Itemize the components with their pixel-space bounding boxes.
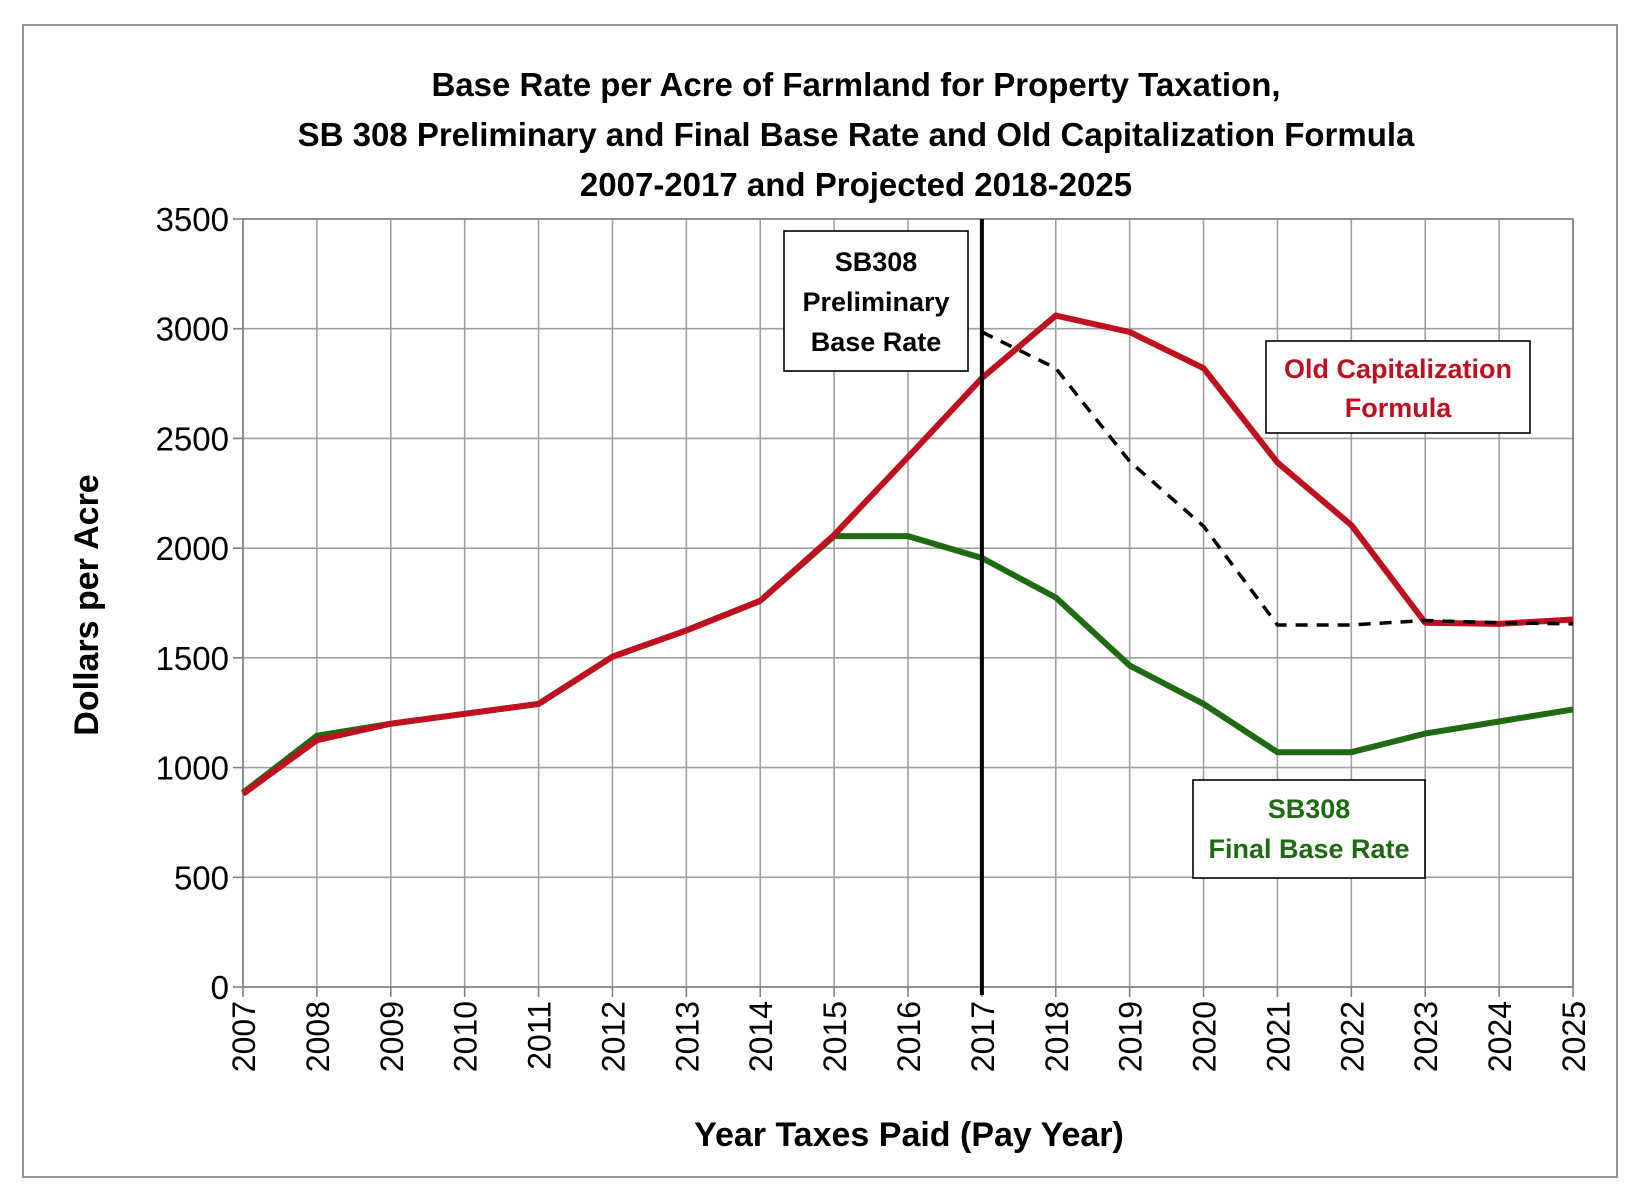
x-tick-label: 2012 xyxy=(595,1001,631,1072)
x-tick-label: 2022 xyxy=(1334,1001,1370,1072)
x-tick-label: 2008 xyxy=(300,1001,336,1072)
y-tick-label: 2000 xyxy=(156,530,229,567)
annotation-text: SB308 xyxy=(835,247,918,277)
axes: 0 500 1000 1500 2000 2500 3000 3500 2007 2008 2009… xyxy=(156,201,1592,1072)
annotation-box: SB308 Final Base Rate xyxy=(1192,779,1426,879)
series-line-sb308-preliminary-base-rate xyxy=(981,330,1574,627)
y-tick-label: 1000 xyxy=(156,750,229,787)
annotation-box: Old Capitalization Formula xyxy=(1265,340,1531,434)
x-tick-label: 2024 xyxy=(1482,1001,1518,1072)
annotation-border xyxy=(1265,340,1531,434)
x-tick-label: 2007 xyxy=(226,1001,262,1072)
x-tick-label: 2009 xyxy=(374,1001,410,1072)
annotations: SB308 Preliminary Base Rate Old Capitalizat… xyxy=(783,230,1531,879)
x-tick-label: 2023 xyxy=(1408,1001,1444,1072)
x-tick-label: 2016 xyxy=(891,1001,927,1072)
chart-title-line-3: 2007-2017 and Projected 2018-2025 xyxy=(580,166,1132,203)
annotation-text: Preliminary xyxy=(802,287,949,317)
x-tick-label: 2020 xyxy=(1187,1001,1223,1072)
y-tick-label: 1500 xyxy=(156,640,229,677)
annotation-text: Base Rate xyxy=(811,327,942,357)
x-tick-label: 2025 xyxy=(1556,1001,1592,1072)
x-tick-label: 2015 xyxy=(817,1001,853,1072)
annotation-border xyxy=(1192,779,1426,879)
x-tick-label: 2010 xyxy=(448,1001,484,1072)
x-tick-label: 2014 xyxy=(743,1001,779,1072)
y-tick-label: 0 xyxy=(211,969,229,1006)
x-tick-label: 2018 xyxy=(1039,1001,1075,1072)
chart-title: Base Rate per Acre of Farmland for Prope… xyxy=(298,66,1415,203)
annotation-text: Old Capitalization xyxy=(1284,354,1512,384)
y-tick-label: 3000 xyxy=(156,311,229,348)
y-tick-label: 500 xyxy=(174,859,229,896)
x-tick-label: 2017 xyxy=(965,1001,1001,1072)
annotation-border xyxy=(783,230,969,372)
x-tick-label: 2011 xyxy=(522,1001,558,1070)
annotation-text: SB308 xyxy=(1268,794,1351,824)
annotation-box: SB308 Preliminary Base Rate xyxy=(783,230,969,372)
y-axis-label: Dollars per Acre xyxy=(68,474,106,735)
x-tick-label: 2013 xyxy=(669,1001,705,1072)
series-line-old-capitalization-formula xyxy=(241,312,1574,797)
annotation-text: Formula xyxy=(1345,393,1452,423)
series-layer xyxy=(241,219,1574,995)
annotation-text: Final Base Rate xyxy=(1208,834,1409,864)
y-tick-label: 3500 xyxy=(156,201,229,238)
x-axis-label: Year Taxes Paid (Pay Year) xyxy=(694,1116,1124,1154)
x-tick-label: 2019 xyxy=(1113,1001,1149,1072)
chart-title-line-2: SB 308 Preliminary and Final Base Rate a… xyxy=(298,116,1415,153)
plot-area-border xyxy=(242,218,1574,988)
y-tick-label: 2500 xyxy=(156,420,229,457)
chart-title-line-1: Base Rate per Acre of Farmland for Prope… xyxy=(431,66,1280,103)
x-tick-label: 2021 xyxy=(1260,1001,1296,1072)
